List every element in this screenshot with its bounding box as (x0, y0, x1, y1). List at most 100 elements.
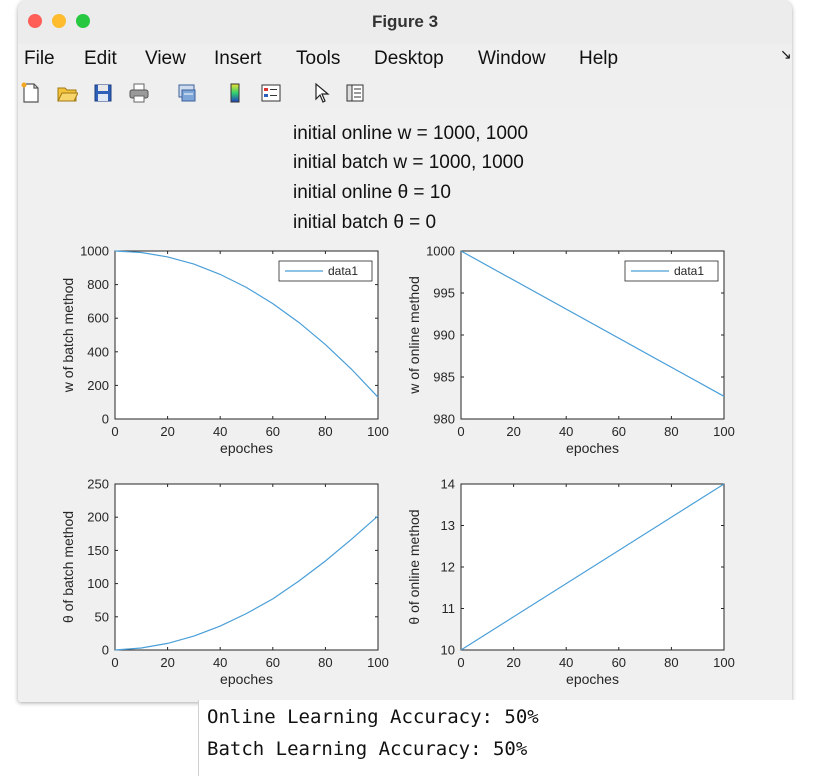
x-tick-label: 20 (160, 424, 174, 439)
menu-overflow-icon[interactable]: ↘ (780, 46, 792, 62)
x-tick-label: 100 (713, 655, 735, 670)
close-button[interactable] (28, 14, 42, 28)
x-tick-label: 60 (266, 424, 280, 439)
colorbar-icon[interactable] (224, 82, 246, 104)
y-tick-label: 0 (102, 643, 109, 658)
command-output: Online Learning Accuracy: 50% Batch Lear… (198, 700, 799, 776)
x-tick-label: 100 (367, 424, 389, 439)
x-tick-label: 80 (318, 424, 332, 439)
x-axis-label: epoches (220, 440, 273, 456)
toolbar (18, 76, 792, 110)
y-tick-label: 0 (102, 412, 109, 427)
y-tick-label: 250 (87, 477, 109, 492)
x-tick-label: 100 (367, 655, 389, 670)
minimize-button[interactable] (52, 14, 66, 28)
plot-area (114, 483, 379, 651)
menu-bar: File Edit View Insert Tools Desktop Wind… (18, 44, 792, 74)
series-line-data1 (460, 250, 725, 397)
menu-desktop[interactable]: Desktop (374, 48, 444, 69)
y-tick-label: 200 (87, 510, 109, 525)
legend[interactable]: data1 (278, 260, 373, 282)
y-tick-label: 980 (433, 412, 455, 427)
legend-entry: data1 (328, 264, 358, 278)
x-tick-label: 80 (664, 655, 678, 670)
series-line-data (460, 483, 725, 651)
new-figure-icon[interactable] (20, 82, 42, 104)
y-tick-label: 990 (433, 328, 455, 343)
property-editor-icon[interactable] (344, 82, 366, 104)
x-tick-label: 40 (213, 655, 227, 670)
pointer-icon[interactable] (310, 82, 332, 104)
y-axis-label: w of online method (406, 276, 422, 395)
legend-box (624, 260, 719, 282)
figure-canvas: initial online w = 1000, 1000 initial ba… (18, 110, 792, 702)
x-tick-label: 60 (266, 655, 280, 670)
y-tick-label: 14 (441, 477, 455, 492)
x-tick-label: 20 (506, 655, 520, 670)
legend[interactable]: data1 (624, 260, 719, 282)
x-tick-label: 80 (664, 424, 678, 439)
menu-help[interactable]: Help (579, 48, 619, 69)
y-tick-label: 11 (442, 601, 456, 616)
y-axis-label: θ of online method (406, 509, 422, 624)
x-axis-label: epoches (566, 440, 619, 456)
menu-insert[interactable]: Insert (214, 48, 262, 69)
x-tick-label: 80 (318, 655, 332, 670)
y-tick-label: 50 (95, 609, 109, 624)
y-tick-label: 995 (433, 286, 455, 301)
y-tick-label: 150 (87, 543, 109, 558)
x-tick-label: 40 (213, 424, 227, 439)
save-icon[interactable] (92, 82, 114, 104)
print-icon[interactable] (128, 82, 150, 104)
batch-accuracy-output: Batch Learning Accuracy: 50% (207, 738, 528, 760)
y-tick-label: 13 (441, 518, 455, 533)
y-tick-label: 600 (87, 311, 109, 326)
zoom-button[interactable] (76, 14, 90, 28)
subplot-3[interactable]: 0 20 40 60 80 100 0 50 100 150 200 250 epoches θ of b… (60, 477, 389, 688)
x-tick-label: 20 (160, 655, 174, 670)
y-tick-label: 10 (441, 643, 455, 658)
x-tick-label: 20 (506, 424, 520, 439)
x-tick-label: 100 (713, 424, 735, 439)
subplot-2[interactable]: 0 20 40 60 80 100 980 985 990 995 1000 epoches w of … (406, 244, 735, 457)
x-tick-label: 0 (111, 424, 118, 439)
x-tick-label: 0 (111, 655, 118, 670)
figure-title-line-3: initial online θ = 10 (293, 182, 451, 203)
menu-edit[interactable]: Edit (84, 48, 117, 69)
figure-title-line-4: initial batch θ = 0 (293, 212, 437, 233)
x-tick-label: 60 (612, 655, 626, 670)
link-plot-icon[interactable] (176, 82, 198, 104)
x-tick-label: 0 (457, 424, 464, 439)
menu-tools[interactable]: Tools (296, 48, 341, 69)
subplot-4[interactable]: 0 20 40 60 80 100 10 11 12 13 14 epoches θ of online… (406, 477, 735, 688)
x-tick-label: 40 (559, 424, 573, 439)
menu-view[interactable]: View (145, 48, 186, 69)
series-line-data (114, 515, 379, 651)
figure-window: Figure 3 File Edit View Insert Tools Des… (18, 0, 792, 702)
y-tick-label: 12 (441, 560, 455, 575)
legend-entry: data1 (674, 264, 704, 278)
figure-title-line-2: initial batch w = 1000, 1000 (293, 152, 524, 173)
y-tick-label: 200 (87, 378, 109, 393)
x-axis-label: epoches (220, 671, 273, 687)
legend-icon[interactable] (260, 82, 282, 104)
figure-title-line-1: initial online w = 1000, 1000 (293, 123, 529, 144)
y-tick-label: 400 (87, 344, 109, 359)
y-axis-label: θ of batch method (60, 511, 76, 623)
series-line-data1 (114, 250, 379, 398)
window-title: Figure 3 (371, 12, 439, 31)
y-tick-label: 1000 (80, 244, 109, 259)
y-tick-label: 100 (87, 576, 109, 591)
title-bar: Figure 3 (18, 0, 792, 44)
x-axis-label: epoches (566, 671, 619, 687)
y-tick-label: 985 (433, 370, 455, 385)
online-accuracy-output: Online Learning Accuracy: 50% (207, 706, 539, 728)
open-file-icon[interactable] (56, 82, 78, 104)
x-tick-label: 40 (559, 655, 573, 670)
menu-file[interactable]: File (24, 48, 55, 69)
legend-box (278, 260, 373, 282)
menu-window[interactable]: Window (478, 48, 546, 69)
y-tick-label: 800 (87, 277, 109, 292)
